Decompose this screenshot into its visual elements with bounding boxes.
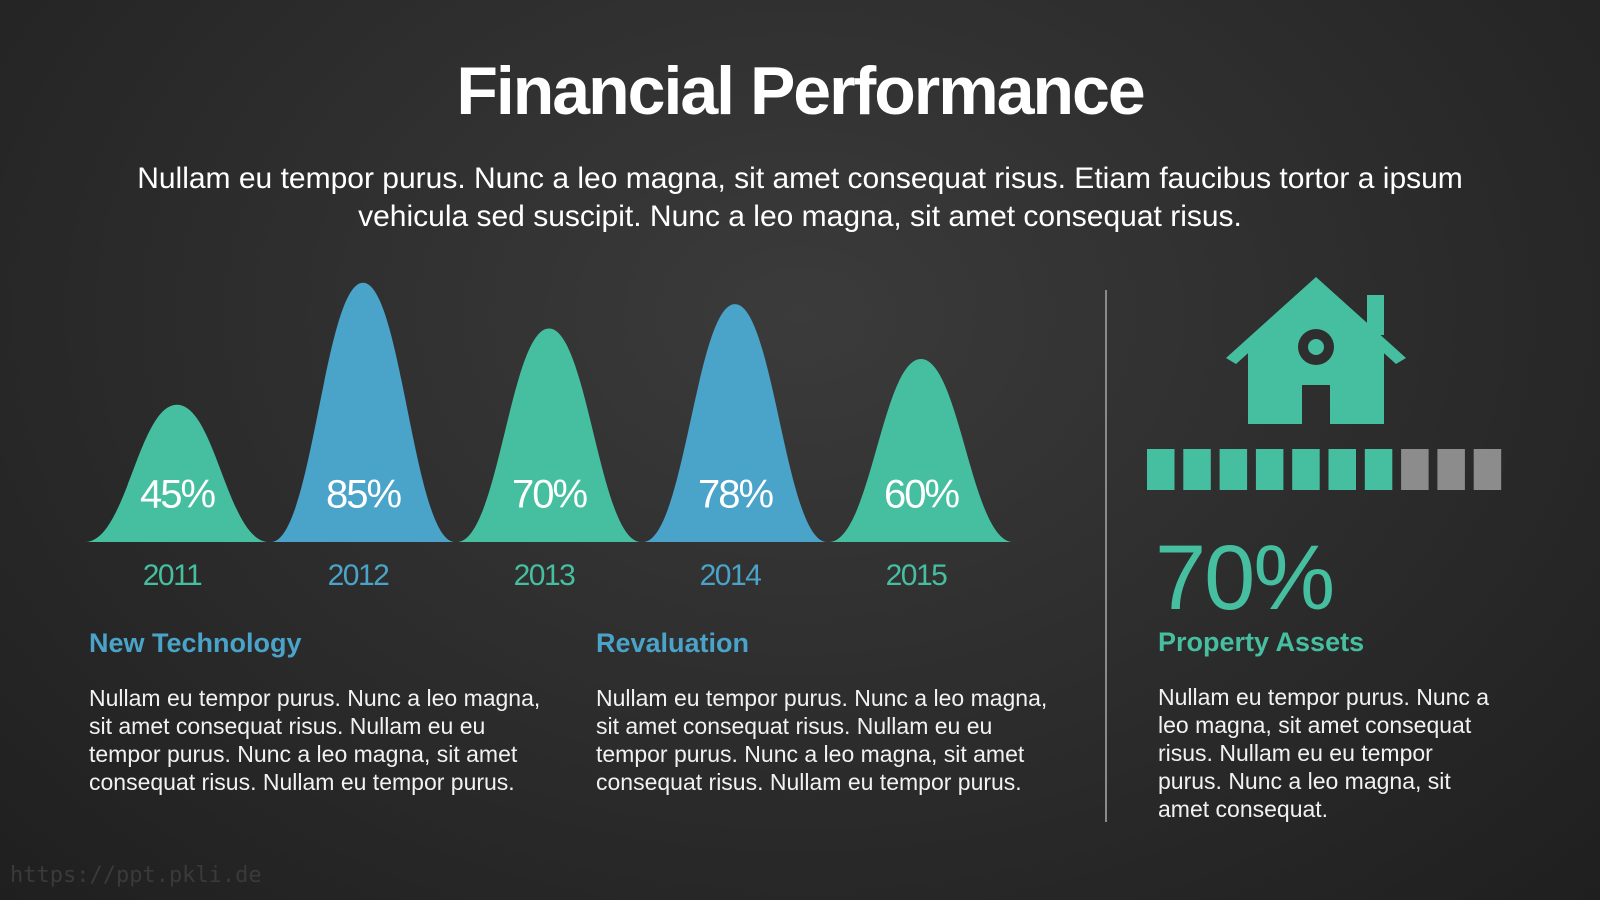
value-label: 85% (326, 473, 401, 517)
value-label: 70% (512, 473, 587, 517)
x-tick-label: 2011 (143, 559, 202, 592)
progress-square (1183, 449, 1211, 490)
title: Financial Performance (456, 53, 1145, 129)
column-heading: New Technology (89, 628, 302, 658)
value-label: 60% (884, 473, 959, 517)
value-label: 78% (698, 473, 773, 517)
column-text: Nullam eu tempor purus. Nunc a leo magna… (89, 685, 541, 795)
x-tick-label: 2015 (886, 559, 948, 592)
property-text: Nullam eu tempor purus. Nunc a leo magna… (1158, 684, 1490, 822)
progress-square (1292, 449, 1320, 490)
bell-bar (85, 404, 269, 542)
progress-square (1437, 449, 1465, 490)
column-text: Nullam eu tempor purus. Nunc a leo magna… (596, 685, 1048, 795)
bell-bar (829, 359, 1013, 542)
progress-square (1364, 449, 1393, 490)
value-label: 45% (140, 473, 215, 517)
property-heading: Property Assets (1158, 627, 1365, 657)
progress-square (1473, 449, 1502, 490)
watermark: https://ppt.pkli.de (10, 863, 262, 888)
subtitle: Nullam eu tempor purus. Nunc a leo magna… (137, 162, 1463, 233)
bell-bar (643, 304, 827, 542)
x-tick-label: 2012 (328, 559, 390, 592)
x-tick-label: 2013 (514, 559, 576, 592)
column-heading: Revaluation (596, 628, 750, 658)
progress-square (1328, 449, 1356, 490)
progress-square (1147, 449, 1175, 490)
progress-square (1219, 449, 1248, 490)
x-tick-label: 2014 (700, 559, 762, 592)
house-icon (1226, 277, 1406, 424)
progress-square (1255, 449, 1284, 490)
bell-bar (457, 328, 641, 542)
progress-square (1401, 449, 1429, 490)
property-value: 70% (1155, 527, 1335, 629)
bell-bar (271, 282, 455, 542)
